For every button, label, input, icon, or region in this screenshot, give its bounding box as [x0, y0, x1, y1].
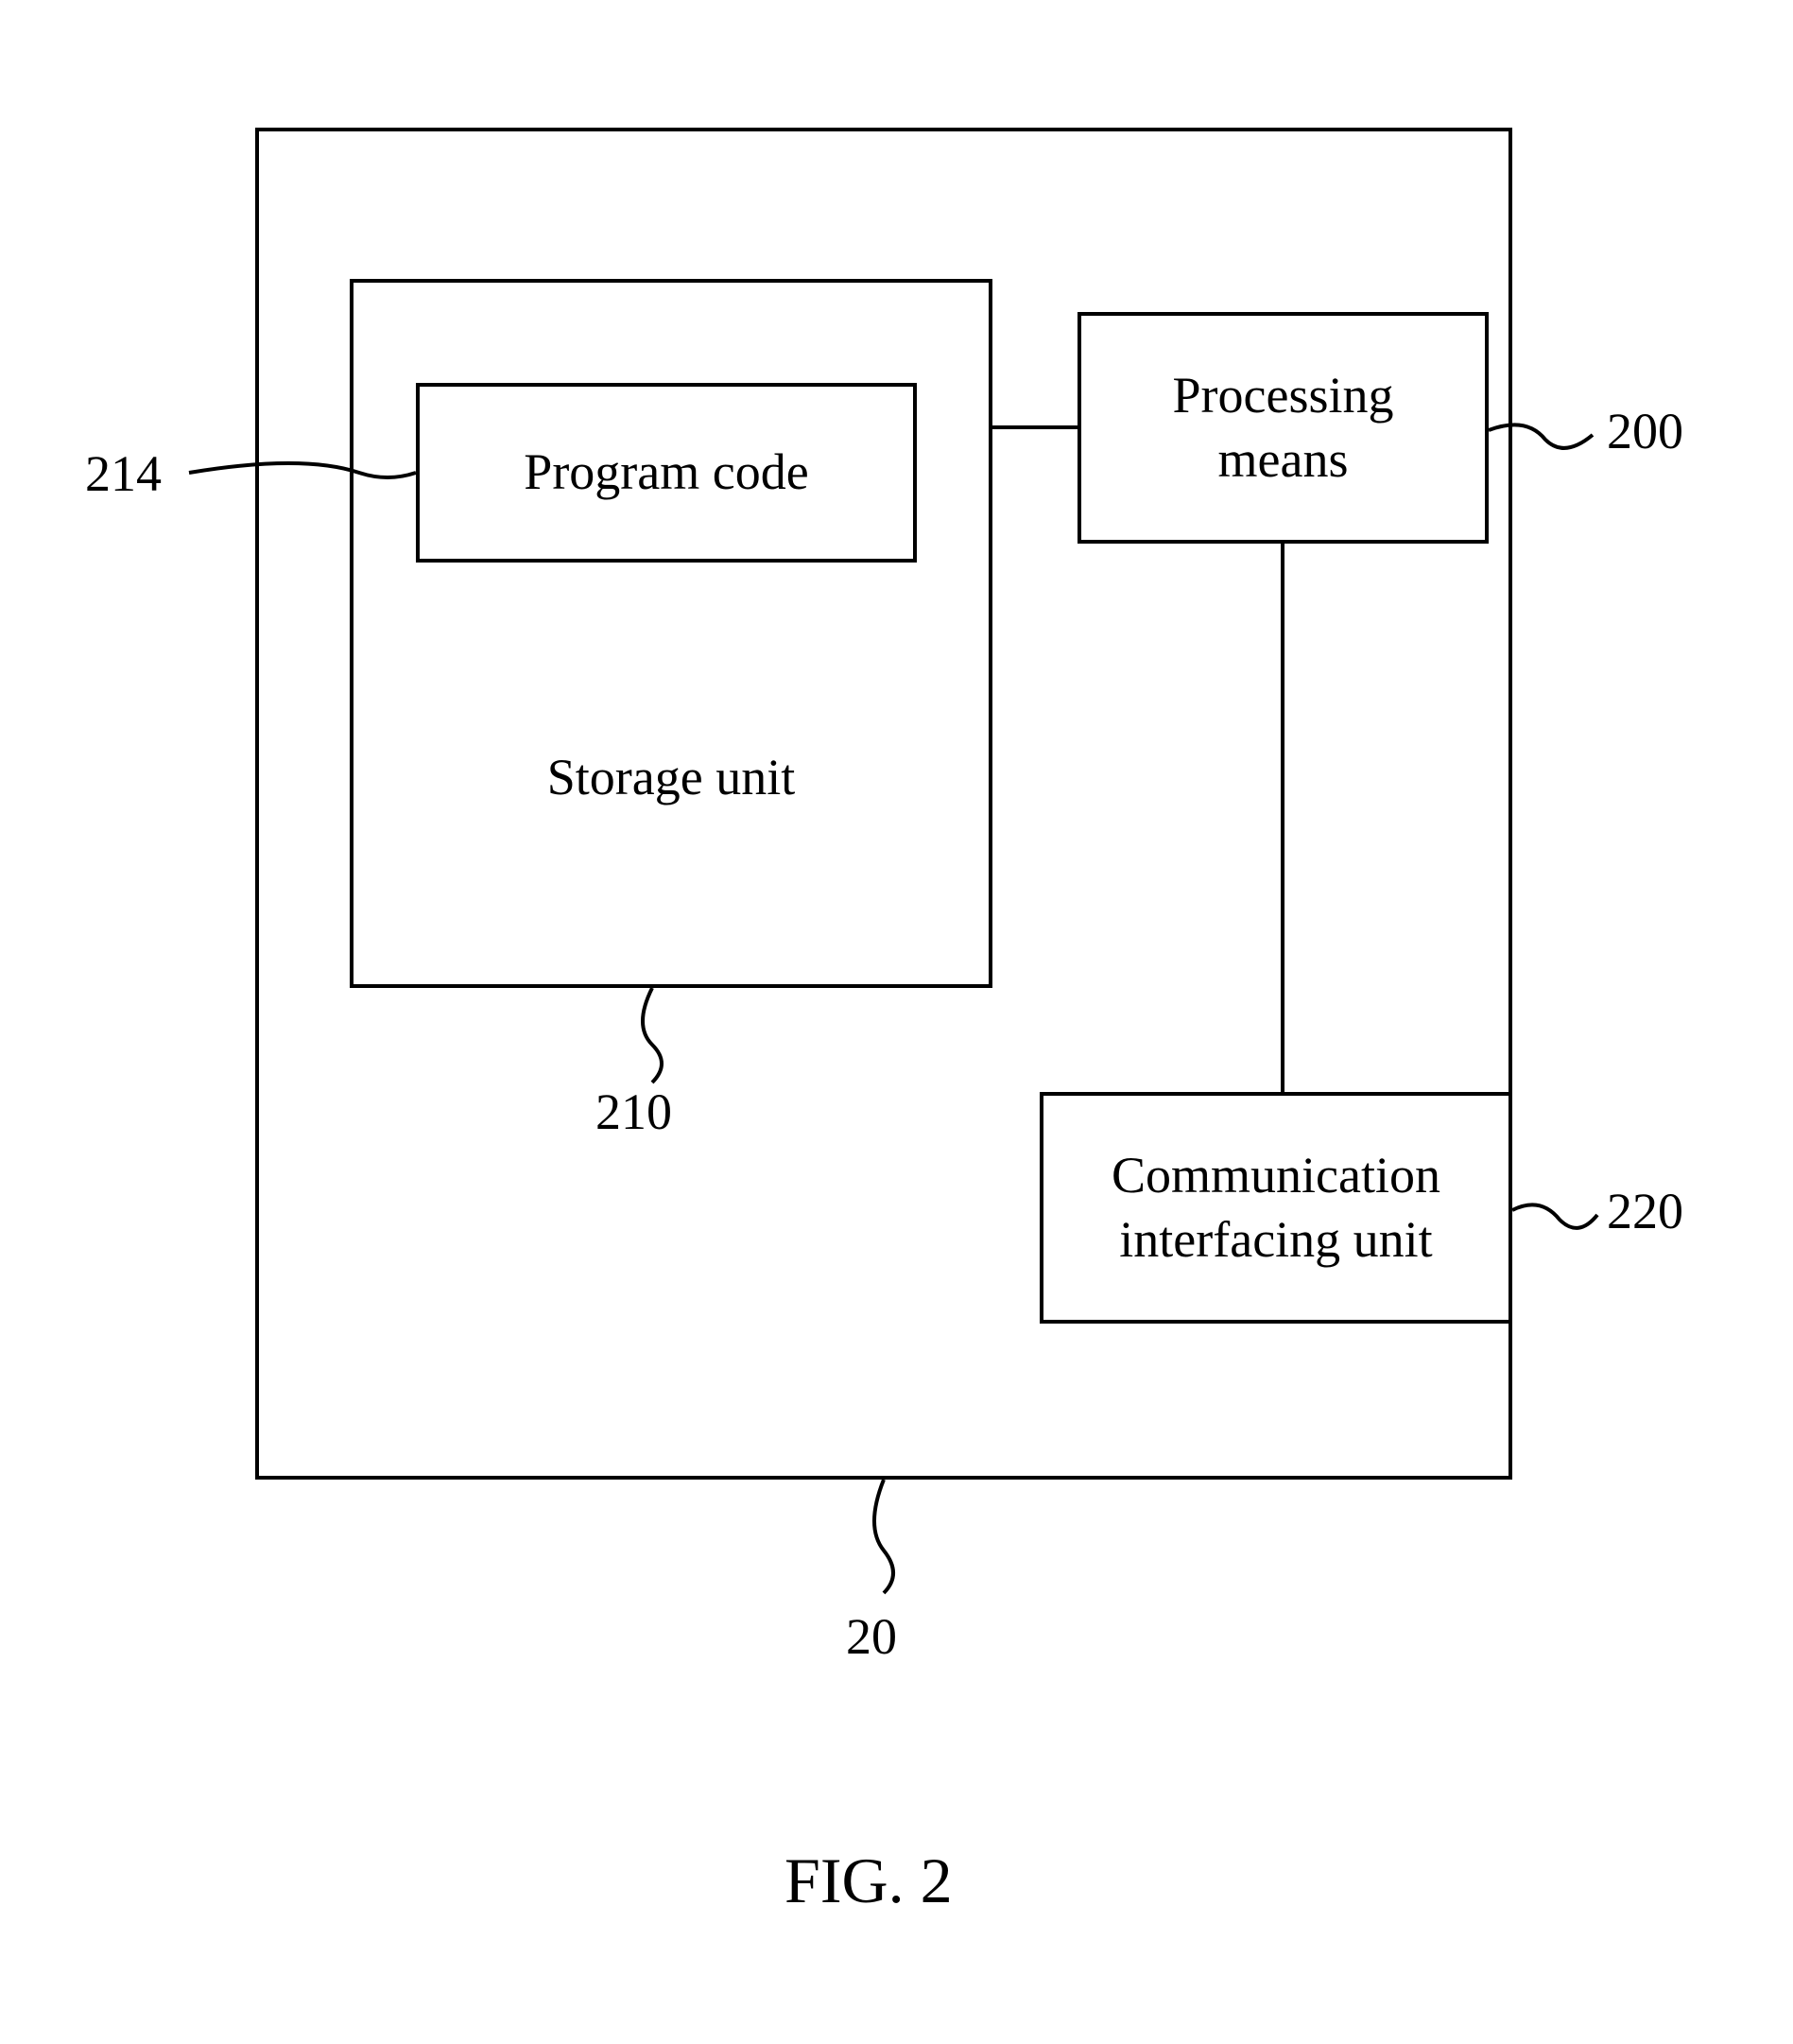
- tick-200: [1489, 416, 1593, 463]
- comm-interfacing-label: Communication interfacing unit: [1112, 1144, 1440, 1272]
- tick-20: [855, 1480, 912, 1593]
- edge-processing-comm: [1281, 544, 1284, 1094]
- program-code-label: Program code: [524, 441, 808, 505]
- processing-means-label: Processing means: [1173, 364, 1394, 492]
- comm-interfacing-box: Communication interfacing unit: [1040, 1092, 1512, 1324]
- edge-storage-processing: [992, 425, 1079, 429]
- figure-caption: FIG. 2: [784, 1844, 953, 1918]
- ref-220: 220: [1607, 1182, 1683, 1240]
- tick-220: [1512, 1196, 1597, 1243]
- ref-214: 214: [85, 444, 162, 503]
- processing-means-box: Processing means: [1078, 312, 1489, 544]
- ref-210: 210: [595, 1083, 672, 1141]
- tick-214: [189, 454, 416, 511]
- tick-210: [624, 988, 681, 1083]
- storage-unit-label: Storage unit: [353, 746, 989, 810]
- ref-20: 20: [846, 1607, 897, 1666]
- diagram-canvas: Storage unit Program code Processing mea…: [0, 0, 1793, 2044]
- ref-200: 200: [1607, 402, 1683, 460]
- program-code-box: Program code: [416, 383, 917, 563]
